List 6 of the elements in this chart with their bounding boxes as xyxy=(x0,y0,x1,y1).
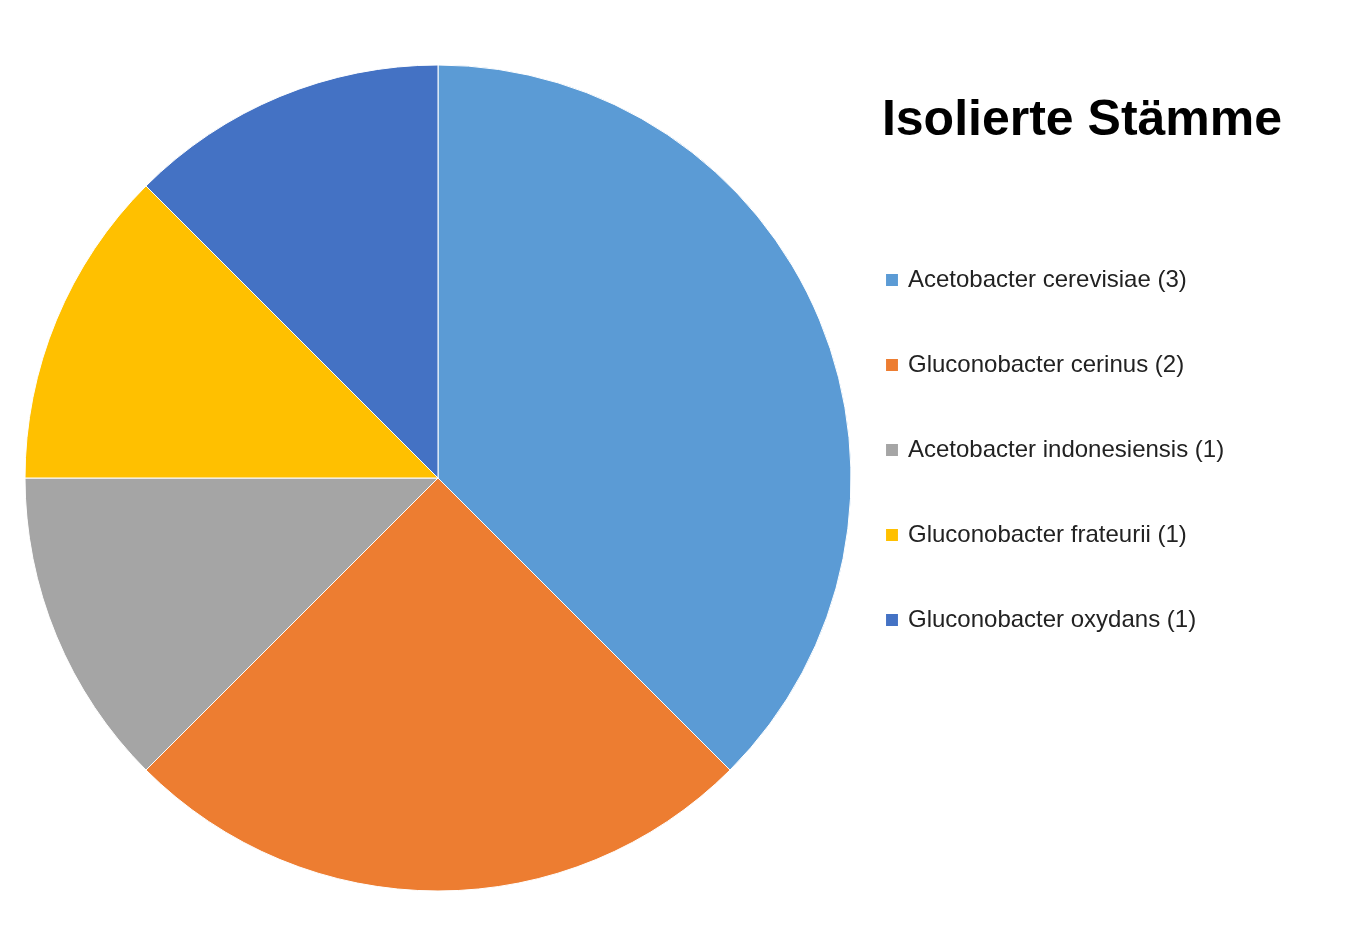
legend-label: Acetobacter cerevisiae (3) xyxy=(908,265,1187,292)
legend-label: Acetobacter indonesiensis (1) xyxy=(908,435,1225,462)
legend-label: Gluconobacter cerinus (2) xyxy=(908,350,1185,377)
legend-label: Gluconobacter oxydans (1) xyxy=(908,605,1197,632)
legend-label: Gluconobacter frateurii (1) xyxy=(908,520,1187,547)
text: Isolierte Stämme xyxy=(881,90,1283,146)
